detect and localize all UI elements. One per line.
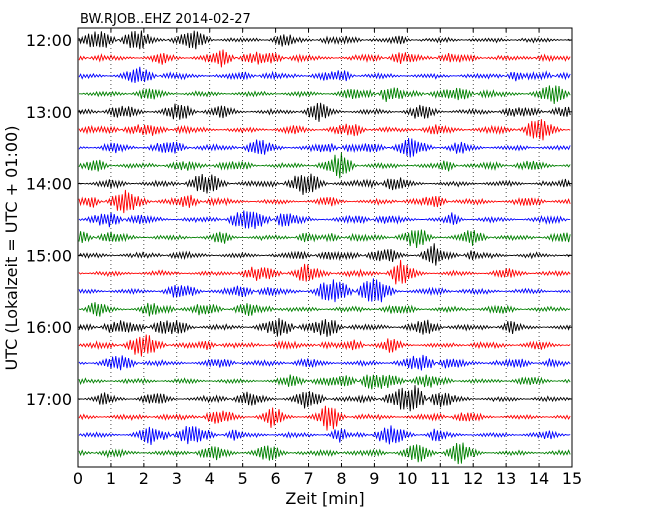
seismic-trace <box>78 102 571 122</box>
seismic-trace <box>78 137 571 158</box>
x-tick-label: 1 <box>106 469 116 488</box>
x-axis: 0 1 2 3 4 5 6 7 8 9 10 11 12 13 14 15 <box>73 28 582 488</box>
y-axis: 12:00 13:00 14:00 15:00 16:00 17:00 <box>26 31 572 409</box>
seismic-trace <box>78 30 571 50</box>
seismic-trace <box>78 385 571 412</box>
seismic-trace <box>78 259 571 285</box>
seismic-trace <box>78 229 571 249</box>
x-tick-label: 12 <box>463 469 483 488</box>
x-tick-label: 15 <box>562 469 582 488</box>
seismic-trace <box>78 354 571 371</box>
seismic-trace <box>78 66 571 83</box>
plot-frame <box>77 27 573 468</box>
x-tick-label: 14 <box>529 469 549 488</box>
seismic-trace <box>78 210 571 229</box>
x-tick-label: 7 <box>303 469 313 488</box>
y-tick-label: 15:00 <box>26 246 72 265</box>
x-tick-label: 5 <box>238 469 248 488</box>
seismic-trace <box>78 334 571 357</box>
seismic-trace <box>78 442 571 465</box>
seismic-trace <box>78 173 571 195</box>
x-tick-label: 9 <box>369 469 379 488</box>
chart-title: BW.RJOB..EHZ 2014-02-27 <box>80 12 251 27</box>
x-tick-label: 8 <box>336 469 346 488</box>
seismic-trace <box>79 85 571 105</box>
seismic-trace <box>78 119 571 141</box>
x-tick-label: 4 <box>205 469 215 488</box>
x-tick-label: 6 <box>271 469 281 488</box>
seismic-trace <box>78 317 571 337</box>
x-axis-label: Zeit [min] <box>285 489 364 508</box>
x-tick-label: 10 <box>397 469 417 488</box>
x-tick-label: 11 <box>430 469 450 488</box>
x-tick-label: 3 <box>172 469 182 488</box>
seismic-trace <box>78 425 571 446</box>
x-tick-label: 0 <box>73 469 83 488</box>
seismic-trace <box>78 189 571 214</box>
y-tick-label: 17:00 <box>26 390 72 409</box>
trace-group <box>78 30 571 465</box>
seismic-trace <box>78 405 571 431</box>
y-tick-label: 16:00 <box>26 318 72 337</box>
seismic-trace <box>78 374 571 390</box>
seismic-trace <box>78 278 571 303</box>
y-tick-label: 14:00 <box>26 175 72 194</box>
seismic-trace <box>78 243 571 266</box>
seismic-trace <box>78 49 571 68</box>
seismic-trace <box>78 302 571 317</box>
seismic-trace <box>78 152 571 179</box>
y-axis-label: UTC (Lokalzeit = UTC + 01:00) <box>2 126 21 371</box>
y-tick-label: 12:00 <box>26 31 72 50</box>
y-tick-label: 13:00 <box>26 103 72 122</box>
x-tick-label: 13 <box>496 469 516 488</box>
x-tick-label: 2 <box>139 469 149 488</box>
